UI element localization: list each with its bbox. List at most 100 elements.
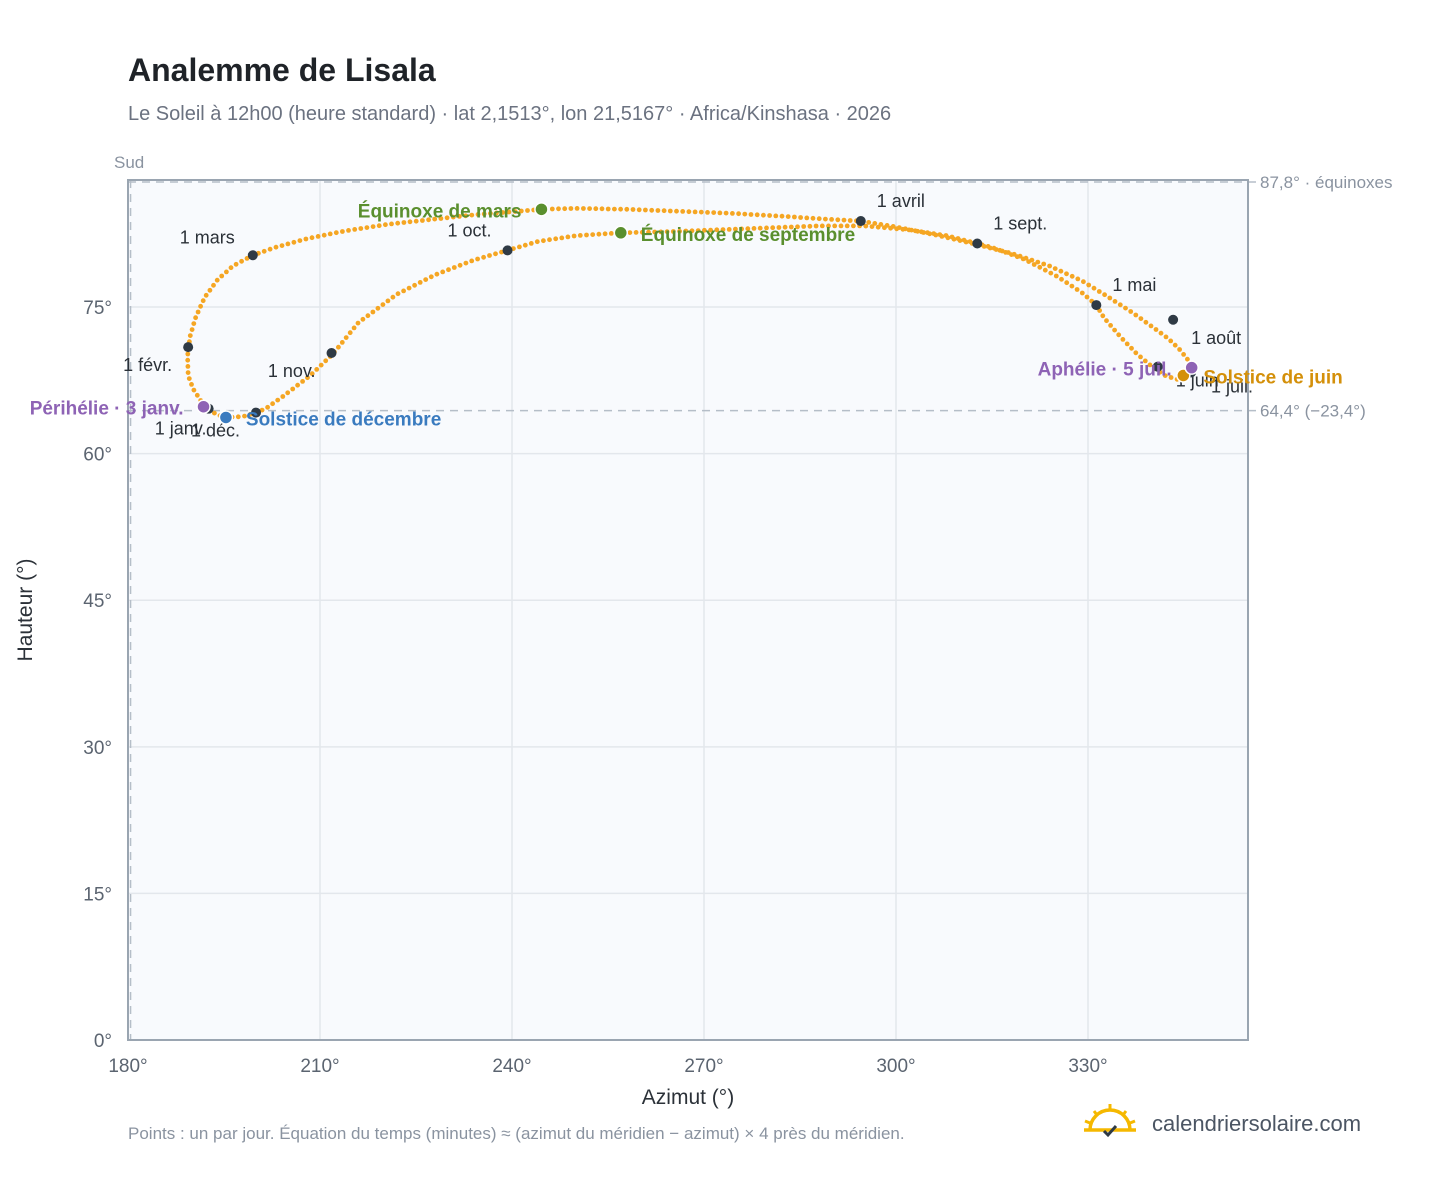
analemma-point — [488, 211, 493, 216]
analemma-point — [1107, 295, 1113, 301]
analemma-point — [469, 258, 475, 264]
analemma-point — [708, 227, 713, 233]
analemma-point — [279, 243, 285, 249]
analemma-point — [267, 246, 273, 252]
brand-logo[interactable]: calendriersolaire.com — [1082, 1102, 1361, 1146]
analemma-point — [314, 367, 320, 372]
analemma-point — [500, 210, 506, 215]
analemma-point — [315, 234, 321, 239]
analemma-point — [1003, 250, 1009, 255]
x-axis-label: Azimut (°) — [642, 1086, 734, 1109]
analemma-point — [547, 237, 552, 243]
analemma-point — [866, 220, 872, 225]
analemma-point — [233, 261, 239, 267]
month-label: 1 juil. — [1211, 377, 1253, 397]
analemma-point — [1091, 285, 1097, 291]
analemma-point — [720, 227, 726, 233]
analemma-point — [596, 231, 602, 237]
analemma-point — [191, 387, 197, 393]
analemma-point — [413, 218, 419, 224]
analemma-point — [438, 216, 444, 221]
brand-name: calendriersolaire.com — [1152, 1111, 1362, 1136]
event-label: Équinoxe de septembre — [641, 224, 855, 246]
analemma-point — [525, 208, 530, 213]
analemma-point — [1172, 342, 1178, 348]
analemma-point — [423, 277, 429, 282]
analemma-point — [259, 407, 265, 413]
analemma-point — [300, 379, 305, 384]
analemma-point — [702, 227, 707, 233]
analemma-point — [961, 237, 967, 243]
analemma-point — [943, 233, 949, 238]
analemma-point — [1031, 262, 1037, 267]
month-marker — [972, 238, 983, 249]
analemma-point — [336, 344, 341, 350]
analemma-point — [358, 226, 364, 231]
month-label: 1 nov. — [268, 361, 316, 381]
analemma-point — [851, 223, 856, 229]
month-marker — [247, 250, 258, 261]
analemma-point — [599, 206, 605, 212]
analemma-point — [1163, 334, 1169, 340]
analemma-point — [426, 217, 431, 223]
analemma-point — [1185, 356, 1190, 362]
analemma-point — [882, 225, 887, 231]
analemma-point — [193, 315, 199, 321]
analemma-point — [646, 229, 651, 235]
analemma-point — [764, 225, 769, 231]
analemma-point — [661, 208, 667, 214]
analemma-point — [285, 241, 291, 247]
analemma-point — [412, 282, 417, 288]
analemma-point — [309, 235, 315, 241]
analemma-point — [624, 206, 630, 212]
analemma-point — [506, 209, 512, 215]
analemma-point — [481, 211, 487, 217]
analemma-point — [937, 232, 943, 238]
analemma-point — [481, 254, 486, 260]
analemma-point — [1142, 358, 1148, 364]
analemma-point — [355, 320, 361, 326]
analemma-point — [847, 218, 853, 223]
analemma-point — [235, 414, 241, 420]
analemma-point — [577, 233, 583, 238]
analemma-point — [446, 267, 451, 273]
x-tick-label: 180° — [108, 1056, 147, 1077]
analemma-point — [985, 244, 991, 249]
analemma-point — [556, 206, 561, 212]
analemma-point — [667, 208, 673, 214]
analemma-point — [434, 271, 440, 277]
analemma-point — [1026, 259, 1032, 264]
analemma-point — [385, 298, 391, 304]
analemma-point — [207, 287, 213, 293]
event-marker — [1184, 360, 1199, 375]
analemma-point — [733, 226, 738, 232]
analemma-point — [1117, 302, 1123, 308]
analemma-point — [1084, 294, 1090, 300]
analemma-point — [559, 235, 565, 241]
analemma-point — [195, 309, 201, 315]
analemma-point — [925, 230, 930, 236]
analemma-point — [347, 330, 353, 336]
analemma-point — [788, 224, 794, 230]
analemma-point — [1138, 354, 1143, 360]
analemma-point — [203, 292, 209, 298]
analemma-point — [773, 213, 779, 219]
month-label: 1 mai — [1112, 275, 1156, 295]
month-label: 1 janv. — [155, 419, 207, 439]
analemma-point — [844, 223, 850, 229]
analemma-point — [795, 224, 800, 230]
event-label: Aphélie · 5 juil. — [1038, 360, 1172, 381]
analemma-point — [955, 236, 961, 241]
analemma-point — [219, 273, 225, 279]
analemma-point — [406, 285, 412, 291]
analemma-point — [1116, 332, 1122, 338]
analemma-point — [565, 234, 571, 240]
analemma-point — [1069, 283, 1075, 289]
analemma-point — [333, 230, 339, 236]
analemma-point — [321, 232, 327, 238]
analemma-point — [339, 340, 345, 345]
analemma-point — [270, 401, 275, 407]
analemma-point — [186, 376, 192, 381]
analemma-point — [375, 305, 381, 311]
analemma-point — [1124, 341, 1130, 347]
